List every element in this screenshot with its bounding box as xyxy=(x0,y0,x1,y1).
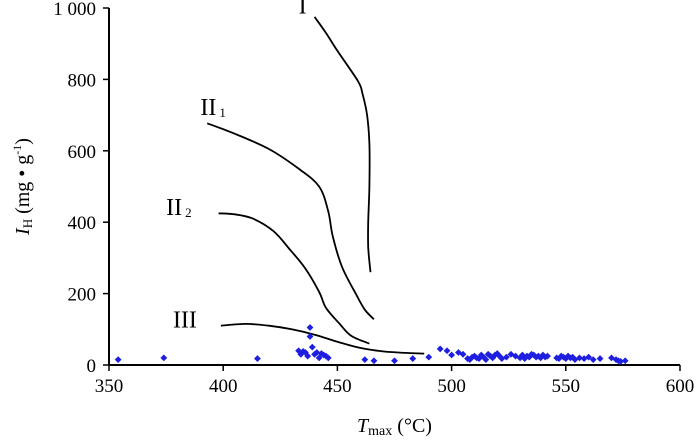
y-axis-title-main: I xyxy=(12,227,34,236)
data-point xyxy=(160,354,168,362)
data-point xyxy=(308,343,316,351)
data-point xyxy=(304,352,312,360)
data-point xyxy=(443,347,451,355)
curve-label-3: II 2 xyxy=(166,195,191,221)
x-axis-title-rest: (°C) xyxy=(392,415,432,437)
y-axis-title-close: ) xyxy=(12,138,34,145)
data-point xyxy=(596,355,604,362)
data-point xyxy=(544,352,551,360)
curve-label-1: I xyxy=(299,0,307,19)
data-point xyxy=(436,345,444,353)
x-tick-label: 550 xyxy=(552,376,581,397)
curve-1 xyxy=(313,16,372,273)
x-axis-title-sub: max xyxy=(368,424,392,439)
curve-label-sub: 1 xyxy=(219,105,226,120)
data-point xyxy=(425,353,433,361)
curve-label-main: II xyxy=(166,195,182,221)
curve-label-main: III xyxy=(173,308,197,334)
data-point xyxy=(585,353,593,361)
data-point xyxy=(324,354,332,362)
data-point xyxy=(482,356,490,364)
x-tick-label: 500 xyxy=(437,376,466,397)
y-tick-label: 200 xyxy=(68,285,97,306)
data-point xyxy=(370,357,378,365)
data-point xyxy=(589,356,597,364)
curve-label-main: II xyxy=(200,95,216,121)
data-point xyxy=(409,355,417,362)
data-point xyxy=(525,353,533,361)
y-tick-label: 0 xyxy=(87,356,97,377)
x-tick-label: 450 xyxy=(323,376,352,397)
curves xyxy=(206,16,425,355)
data-point xyxy=(391,357,398,365)
curve-2 xyxy=(206,122,375,320)
y-axis-title-rest: (mg • g xyxy=(12,155,34,219)
x-tick-label: 350 xyxy=(95,376,124,397)
data-point xyxy=(306,324,314,331)
y-axis-title-sup: -1 xyxy=(10,145,24,155)
data-point xyxy=(313,349,321,356)
data-point xyxy=(361,356,369,364)
y-tick-label: 1 000 xyxy=(53,0,96,20)
data-point xyxy=(480,353,487,361)
x-tick-label: 600 xyxy=(666,376,695,397)
x-axis-title-main: T xyxy=(357,415,370,437)
data-point xyxy=(448,351,455,359)
data-point xyxy=(503,353,510,361)
curve-label-main: I xyxy=(299,0,307,19)
y-axis-title: IH (mg • g-1) xyxy=(10,138,35,236)
data-point xyxy=(617,358,625,365)
y-tick-label: 800 xyxy=(68,70,97,91)
data-point xyxy=(569,353,577,361)
curve-label-4: III xyxy=(173,308,197,334)
data-point xyxy=(306,333,314,340)
data-point xyxy=(621,357,629,365)
curve-4 xyxy=(220,322,425,355)
y-axis-title-sub: H xyxy=(20,219,35,228)
curve-3 xyxy=(218,212,370,345)
data-point xyxy=(560,353,567,361)
data-point xyxy=(576,354,583,362)
data-point xyxy=(459,350,467,358)
y-tick-label: 400 xyxy=(68,213,97,234)
curve-label-2: II 1 xyxy=(200,95,225,121)
curve-label-sub: 2 xyxy=(185,205,192,220)
x-axis-title: Tmax (°C) xyxy=(357,415,432,439)
data-point xyxy=(254,355,261,362)
y-tick-label: 600 xyxy=(68,142,97,163)
axes: 350 400 450 500 550 600 0 200 400 600 800 1 000 xyxy=(53,0,694,397)
data-point xyxy=(114,356,122,364)
x-tick-label: 400 xyxy=(209,376,238,397)
data-points xyxy=(114,324,629,365)
